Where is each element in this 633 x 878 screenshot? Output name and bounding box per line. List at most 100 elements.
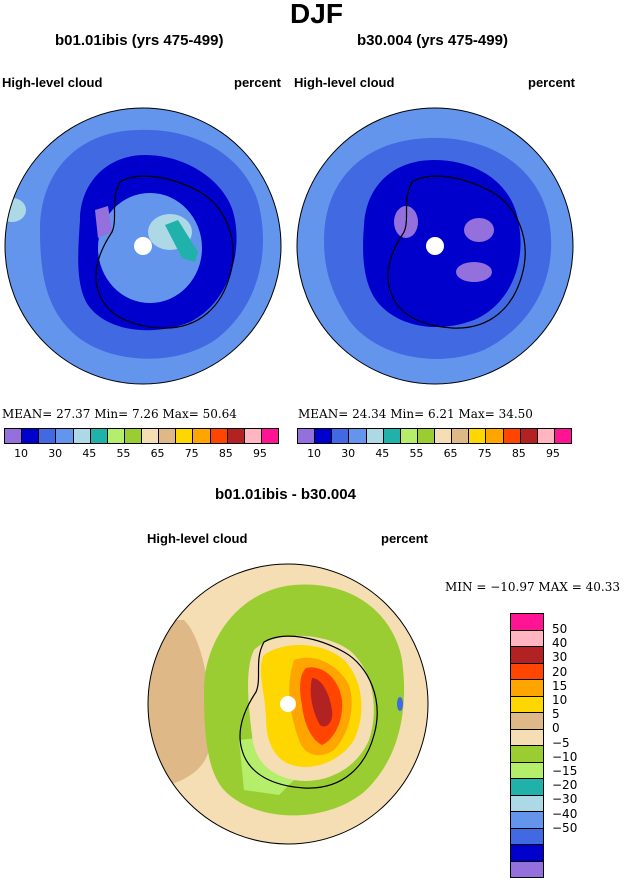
colorbar-swatch (511, 729, 543, 746)
colorbar-swatch (511, 828, 543, 845)
colorbar-swatch (511, 812, 543, 829)
colorbar-tick-label: 45 (82, 447, 97, 460)
panel2-title: b30.004 (yrs 475-499) (357, 32, 508, 49)
antarctica-coastline (239, 635, 378, 789)
panel1-polar-map (4, 107, 282, 385)
north-pole-marker (134, 237, 152, 255)
colorbar-tick-label: 55 (116, 447, 131, 460)
colorbar-swatch (159, 429, 177, 443)
colorbar-swatch (511, 795, 543, 812)
colorbar-swatch (227, 429, 245, 443)
colorbar-swatch (261, 429, 278, 443)
colorbar-swatch (124, 429, 142, 443)
colorbar-tick-label: 75 (184, 447, 199, 460)
colorbar-swatch (537, 429, 555, 443)
colorbar-swatch (511, 779, 543, 796)
panel1-colorbar (4, 428, 279, 444)
colorbar-tick-label: 95 (252, 447, 267, 460)
panel3-polar-map (147, 563, 429, 845)
north-pole-marker (280, 696, 296, 712)
colorbar-swatch (366, 429, 384, 443)
colorbar-swatch (400, 429, 418, 443)
panel3-title: b01.01ibis - b30.004 (215, 486, 356, 503)
colorbar-swatch (142, 429, 160, 443)
colorbar-swatch (511, 630, 543, 647)
colorbar-swatch (176, 429, 194, 443)
panel3-units-label: percent (381, 531, 428, 546)
colorbar-swatch (486, 429, 504, 443)
colorbar-tick-label: 0 (552, 721, 560, 736)
colorbar-swatch (383, 429, 401, 443)
colorbar-tick-label: 10 (14, 447, 29, 460)
colorbar-tick-label: 30 (552, 650, 568, 665)
colorbar-tick-label: 30 (48, 447, 63, 460)
colorbar-tick-label: 45 (375, 447, 390, 460)
colorbar-tick-label: −30 (552, 792, 578, 807)
antarctica-coastline (387, 175, 526, 329)
colorbar-tick-label: 85 (218, 447, 233, 460)
panel2-stats: MEAN= 24.34 Min= 6.21 Max= 34.50 (298, 407, 533, 421)
colorbar-swatch (298, 429, 316, 443)
colorbar-tick-label: 50 (552, 622, 568, 636)
colorbar-tick-label: 95 (545, 447, 560, 460)
colorbar-swatch (193, 429, 211, 443)
colorbar-tick-label: −20 (552, 778, 578, 793)
panel1-title: b01.01ibis (yrs 475-499) (55, 32, 224, 49)
north-pole-marker (426, 237, 444, 255)
colorbar-swatch (511, 647, 543, 664)
colorbar-tick-label: 40 (552, 636, 568, 651)
panel2-polar-map (296, 107, 574, 385)
contour-low-patch (95, 206, 112, 238)
colorbar-swatch (332, 429, 350, 443)
colorbar-tick-label: −50 (552, 820, 578, 835)
colorbar-swatch (39, 429, 57, 443)
panel3-variable-label: High-level cloud (147, 531, 248, 546)
panel1-units-label: percent (234, 75, 281, 90)
contour-5-west (148, 620, 211, 790)
map-boundary (147, 563, 429, 845)
map-boundary (296, 107, 574, 385)
colorbar-swatch (107, 429, 125, 443)
contour-30 (310, 678, 333, 727)
colorbar-swatch (73, 429, 91, 443)
colorbar-tick-label: 20 (552, 664, 568, 679)
panel3-stats: MIN = −10.97 MAX = 40.33 (445, 580, 620, 594)
antarctica-coastline (95, 175, 234, 329)
colorbar-swatch (511, 713, 543, 730)
colorbar-swatch (511, 845, 543, 862)
panel2-variable-label: High-level cloud (294, 75, 395, 90)
colorbar-swatch (22, 429, 40, 443)
colorbar-tick-label: 5 (552, 707, 560, 722)
colorbar-swatch (511, 696, 543, 713)
colorbar-swatch (315, 429, 333, 443)
colorbar-swatch (503, 429, 521, 443)
colorbar-swatch (511, 762, 543, 779)
colorbar-swatch (511, 680, 543, 697)
colorbar-tick-label: 65 (443, 447, 458, 460)
contour-low-patch-c (456, 262, 492, 282)
colorbar-swatch (210, 429, 228, 443)
colorbar-swatch (5, 429, 23, 443)
panel2-colorbar (297, 428, 572, 444)
panel1-stats: MEAN= 27.37 Min= 7.26 Max= 50.64 (2, 407, 237, 421)
colorbar-tick-label: −10 (552, 749, 578, 764)
main-title: DJF (290, 0, 343, 29)
colorbar-swatch (349, 429, 367, 443)
contour-high-band (165, 220, 198, 262)
colorbar-swatch (511, 746, 543, 763)
contour-low-patch-b (464, 218, 494, 242)
colorbar-tick-label: 55 (409, 447, 424, 460)
colorbar-tick-label: −40 (552, 806, 578, 821)
colorbar-tick-label: 65 (150, 447, 165, 460)
panel1-variable-label: High-level cloud (2, 75, 103, 90)
colorbar-swatch (56, 429, 74, 443)
colorbar-swatch (511, 614, 543, 631)
colorbar-tick-label: 15 (552, 678, 568, 693)
colorbar-swatch (520, 429, 538, 443)
colorbar-swatch (511, 861, 543, 877)
panel2-units-label: percent (528, 75, 575, 90)
colorbar-swatch (417, 429, 435, 443)
colorbar-swatch (90, 429, 108, 443)
contour-edge-patch (5, 198, 26, 222)
colorbar-tick-label: 30 (341, 447, 356, 460)
